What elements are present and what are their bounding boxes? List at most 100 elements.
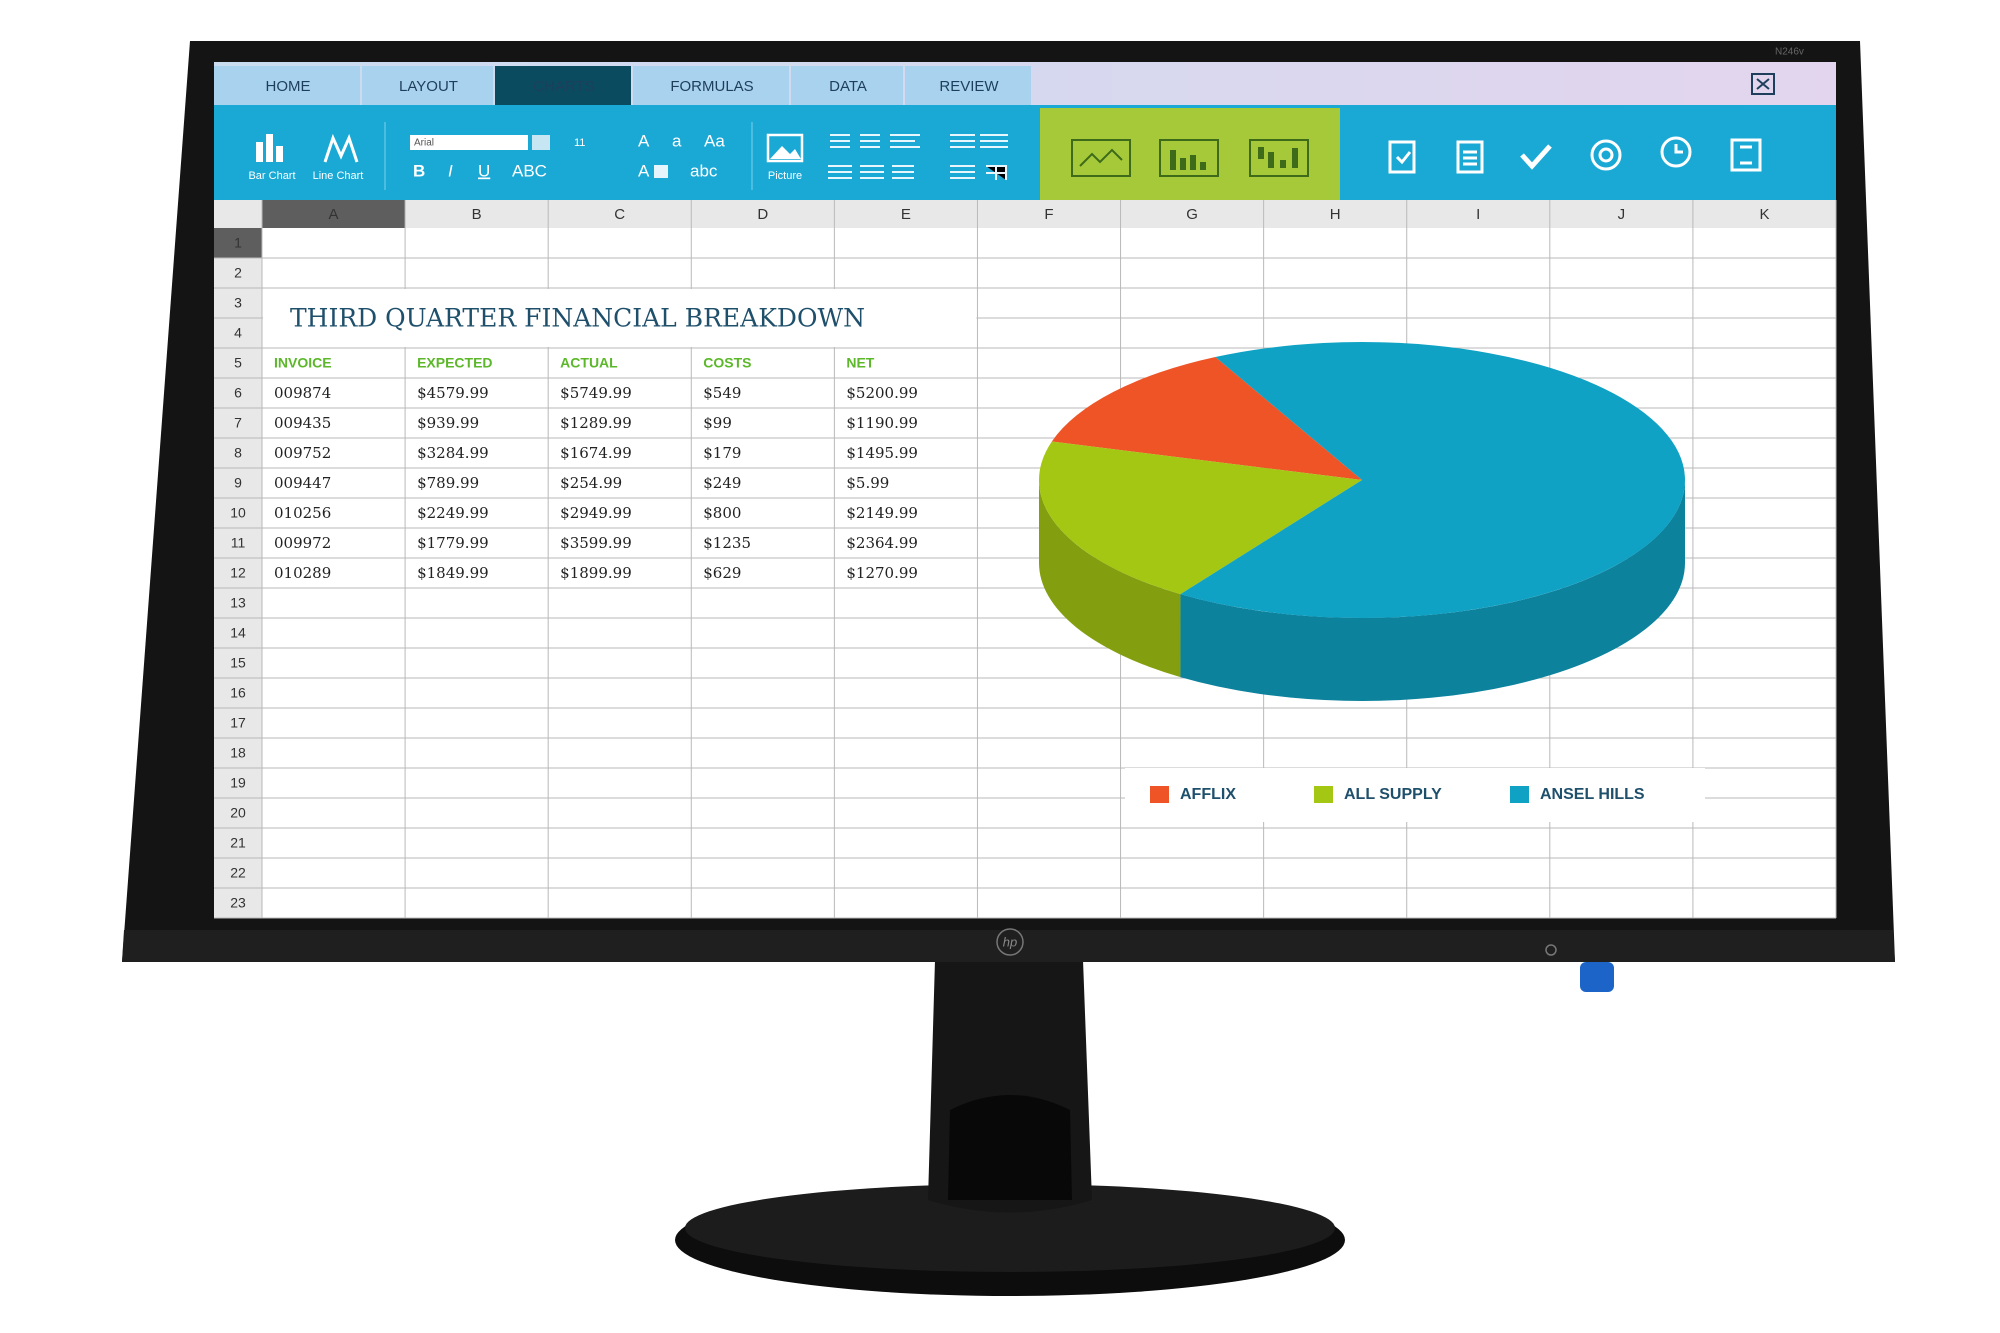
table-cell[interactable]: $254.99 [560, 474, 622, 492]
table-cell[interactable]: $789.99 [417, 474, 479, 492]
column-header[interactable]: D [757, 206, 768, 223]
legend-label[interactable]: AFFLIX [1180, 786, 1236, 803]
row-header[interactable]: 14 [230, 625, 246, 641]
table-cell[interactable]: $1270.99 [846, 564, 918, 582]
italic[interactable]: I [448, 161, 453, 180]
strikethrough[interactable]: ABC [512, 161, 547, 180]
tab[interactable] [362, 66, 493, 105]
highlight[interactable]: A [638, 161, 650, 180]
chart-style-icons[interactable] [1071, 139, 1309, 177]
column-header[interactable]: F [1044, 206, 1053, 223]
font-dropdown[interactable] [532, 135, 550, 150]
table-cell[interactable]: $3284.99 [417, 444, 489, 462]
font-box[interactable] [410, 135, 528, 150]
table-cell[interactable]: $1779.99 [417, 534, 489, 552]
spelling[interactable]: abc [690, 161, 718, 180]
table-cell[interactable]: $5200.99 [846, 384, 918, 402]
table-cell[interactable]: $939.99 [417, 414, 479, 432]
underline[interactable]: U [478, 161, 490, 180]
row-header[interactable]: 3 [234, 295, 242, 311]
table-cell[interactable]: $1899.99 [560, 564, 632, 582]
row-header[interactable]: 7 [234, 415, 242, 431]
tab-label[interactable]: REVIEW [939, 78, 999, 95]
paragraph-icons[interactable] [828, 134, 1008, 180]
column-header[interactable]: A [329, 206, 339, 223]
column-header[interactable]: B [472, 206, 482, 223]
column-header[interactable]: E [901, 206, 911, 223]
table-cell[interactable]: $629 [703, 564, 741, 582]
legend-label[interactable]: ANSEL HILLS [1540, 786, 1645, 803]
font-size[interactable]: 11 [574, 137, 585, 149]
table-cell[interactable]: $1235 [703, 534, 751, 552]
change-case[interactable]: Aa [704, 131, 725, 150]
column-header[interactable]: G [1186, 206, 1198, 223]
row-header[interactable]: 13 [230, 595, 246, 611]
table-cell[interactable]: 009972 [274, 534, 331, 552]
column-header[interactable]: H [1330, 206, 1341, 223]
row-header[interactable]: 21 [230, 835, 246, 851]
table-cell[interactable]: $2364.99 [846, 534, 918, 552]
row-header[interactable]: 8 [234, 445, 242, 461]
grow-font[interactable]: A [638, 131, 650, 150]
picture-label[interactable]: Picture [768, 170, 802, 182]
row-header[interactable]: 6 [234, 385, 242, 401]
row-header[interactable]: 20 [230, 805, 246, 821]
column-header[interactable]: C [614, 206, 625, 223]
table-cell[interactable]: $249 [703, 474, 741, 492]
shrink-font[interactable]: a [672, 131, 682, 150]
table-cell[interactable]: $3599.99 [560, 534, 632, 552]
row-header[interactable]: 9 [234, 475, 242, 491]
table-cell[interactable]: $2949.99 [560, 504, 632, 522]
table-cell[interactable]: $2149.99 [846, 504, 918, 522]
row-header[interactable]: 22 [230, 865, 246, 881]
table-cell[interactable]: 010256 [274, 504, 331, 522]
row-header[interactable]: 11 [231, 535, 246, 551]
bar-chart-icon[interactable] [256, 134, 283, 162]
legend-label[interactable]: ALL SUPPLY [1344, 786, 1442, 803]
row-header[interactable]: 1 [234, 235, 242, 251]
row-header[interactable]: 15 [230, 655, 246, 671]
table-cell[interactable]: $179 [703, 444, 741, 462]
line-chart-icon[interactable] [323, 133, 359, 163]
bar-chart-label[interactable]: Bar Chart [248, 170, 295, 182]
table-cell[interactable]: $1190.99 [846, 414, 918, 432]
tab[interactable] [214, 66, 360, 105]
table-cell[interactable]: $4579.99 [417, 384, 489, 402]
tab[interactable] [495, 66, 631, 105]
bold[interactable]: B [413, 161, 425, 180]
table-cell[interactable]: 010289 [274, 564, 331, 582]
power-button[interactable] [1580, 962, 1614, 992]
tab-label[interactable]: FORMULAS [670, 78, 753, 95]
column-header[interactable]: I [1476, 206, 1480, 223]
table-cell[interactable]: $5749.99 [560, 384, 632, 402]
font-name[interactable]: Arial [414, 138, 434, 149]
table-cell[interactable]: 009435 [274, 414, 331, 432]
tab-label[interactable]: LAYOUT [399, 78, 458, 95]
action-icons[interactable] [1388, 136, 1762, 174]
tab-label[interactable]: HOME [266, 78, 311, 95]
table-cell[interactable]: $549 [703, 384, 741, 402]
table-cell[interactable]: $2249.99 [417, 504, 489, 522]
tab[interactable] [905, 66, 1031, 105]
tab[interactable] [791, 66, 903, 105]
legend-swatch[interactable] [1314, 786, 1333, 803]
row-header[interactable]: 23 [230, 895, 246, 911]
table-cell[interactable]: 009752 [274, 444, 331, 462]
row-header[interactable]: 10 [230, 505, 246, 521]
legend-swatch[interactable] [1150, 786, 1169, 803]
row-header[interactable]: 5 [234, 355, 242, 371]
column-header[interactable]: K [1759, 206, 1769, 223]
power-icon[interactable] [1545, 944, 1557, 956]
row-header[interactable]: 4 [234, 325, 242, 341]
legend-swatch[interactable] [1510, 786, 1529, 803]
table-cell[interactable]: $99 [703, 414, 732, 432]
row-header[interactable]: 18 [230, 745, 246, 761]
table-cell[interactable]: 009447 [274, 474, 331, 492]
tab[interactable] [633, 66, 789, 105]
tab-label[interactable]: CHARTS [533, 78, 594, 95]
row-header[interactable]: 16 [230, 685, 246, 701]
picture-icon[interactable] [766, 133, 804, 163]
table-cell[interactable]: $800 [703, 504, 741, 522]
column-header[interactable]: J [1618, 206, 1626, 223]
close-button[interactable] [1751, 73, 1775, 95]
